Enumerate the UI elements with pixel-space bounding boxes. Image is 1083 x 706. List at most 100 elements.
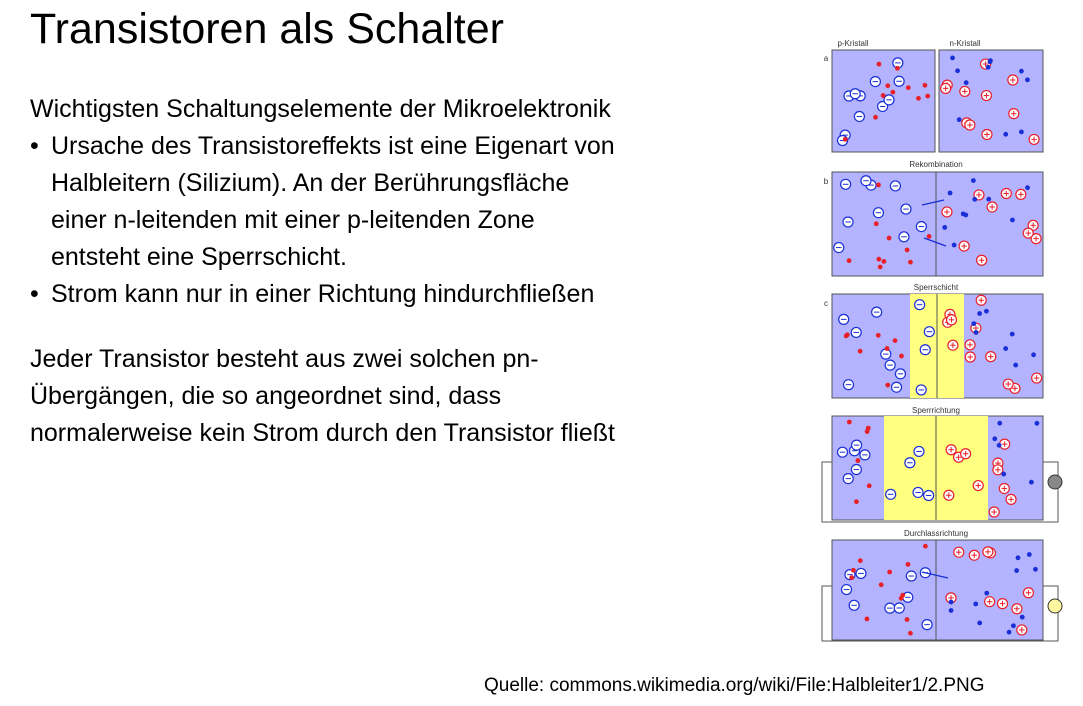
hole-dot-icon: [846, 258, 852, 264]
acceptor-ion-icon: [872, 207, 885, 219]
electron-dot-icon: [971, 178, 976, 183]
hole-dot-icon: [905, 561, 911, 567]
hole-dot-icon: [922, 82, 928, 88]
hole-icon: [984, 596, 996, 608]
slide-body: Wichtigsten Schaltungselemente der Mikro…: [30, 91, 770, 452]
electron-dot-icon: [948, 599, 954, 605]
acceptor-ion-icon: [842, 473, 854, 485]
acceptor-ion-icon: [842, 216, 854, 228]
hole-dot-icon: [864, 616, 870, 622]
acceptor-ion-icon: [893, 75, 905, 87]
acceptor-ion-icon: [833, 241, 845, 254]
label-forward-bias: Durchlassrichtung: [904, 529, 968, 538]
label-p-crystal: p-Kristall: [837, 39, 868, 48]
electron-dot-icon: [1025, 185, 1030, 191]
hole-dot-icon: [904, 247, 910, 253]
acceptor-ion-icon: [871, 306, 883, 318]
hole-dot-icon: [846, 419, 852, 425]
hole-icon: [968, 549, 980, 561]
electron-dot-icon: [947, 190, 953, 196]
acceptor-ion-icon: [840, 583, 853, 596]
hole-dot-icon: [898, 595, 904, 601]
acceptor-ion-icon: [915, 220, 927, 233]
bullet-1-line-3: einer n-leitenden mit einer p-leitenden …: [51, 206, 535, 234]
acceptor-ion-icon: [898, 231, 910, 243]
electron-dot-icon: [985, 64, 991, 70]
hole-dot-icon: [844, 332, 850, 338]
electron-dot-icon: [942, 224, 948, 230]
paragraph-line-3: normalerweise kein Strom durch den Trans…: [30, 419, 615, 447]
acceptor-ion-icon: [884, 359, 896, 371]
acceptor-ion-icon: [842, 379, 855, 391]
electron-dot-icon: [992, 436, 998, 442]
acceptor-ion-icon: [853, 110, 865, 123]
hole-icon: [964, 339, 976, 351]
hole-icon: [1030, 233, 1042, 245]
hole-icon: [1011, 603, 1023, 615]
bullet-item-1: • Ursache des Transistoreffekts ist eine…: [30, 128, 770, 276]
hole-icon: [982, 546, 994, 558]
bullet-mark: •: [30, 132, 39, 160]
hole-dot-icon: [875, 332, 881, 338]
hole-icon: [945, 314, 958, 326]
hole-icon: [998, 482, 1010, 495]
acceptor-ion-icon: [848, 599, 860, 611]
acceptor-ion-icon: [885, 488, 897, 500]
electron-dot-icon: [1011, 623, 1016, 629]
acceptor-ion-icon: [869, 75, 881, 88]
acceptor-ion-icon: [859, 449, 871, 461]
intro-line: Wichtigsten Schaltungselemente der Mikro…: [30, 95, 611, 123]
hole-icon: [975, 294, 987, 306]
panel-letter-c: c: [824, 299, 828, 308]
electron-dot-icon: [971, 321, 977, 327]
hole-icon: [964, 351, 976, 363]
hole-icon: [980, 89, 993, 102]
hole-dot-icon: [877, 264, 883, 270]
hole-icon: [973, 189, 985, 201]
hole-icon: [941, 206, 953, 218]
panel-letter-b: b: [824, 177, 829, 186]
acceptor-ion-icon: [904, 457, 916, 469]
acceptor-ion-icon: [890, 381, 903, 393]
hole-dot-icon: [885, 83, 891, 89]
hole-dot-icon: [876, 61, 882, 67]
electron-dot-icon: [960, 211, 966, 217]
acceptor-ion-icon: [880, 348, 892, 360]
hole-dot-icon: [899, 353, 904, 359]
hole-dot-icon: [876, 256, 882, 262]
electron-dot-icon: [1014, 568, 1020, 573]
hole-dot-icon: [908, 630, 913, 636]
electron-dot-icon: [972, 196, 978, 202]
electron-dot-icon: [951, 242, 957, 248]
electron-dot-icon: [955, 68, 960, 74]
acceptor-ion-icon: [889, 180, 902, 192]
electron-dot-icon: [1025, 77, 1030, 83]
paragraph-line-1: Jeder Transistor besteht aus zwei solche…: [30, 345, 539, 373]
acceptor-ion-icon: [850, 326, 862, 339]
acceptor-ion-icon: [836, 446, 849, 458]
electron-dot-icon: [1009, 331, 1015, 337]
hole-icon: [1028, 133, 1040, 146]
electron-dot-icon: [1019, 129, 1024, 135]
hole-icon: [947, 339, 959, 351]
hole-dot-icon: [884, 346, 890, 351]
hole-icon: [1002, 378, 1014, 390]
acceptor-ion-icon: [850, 463, 863, 476]
acceptor-ion-icon: [923, 489, 935, 502]
hole-icon: [1031, 372, 1043, 384]
acceptor-ion-icon: [914, 299, 926, 311]
hole-icon: [1005, 493, 1017, 505]
acceptor-ion-icon: [860, 175, 872, 187]
hole-dot-icon: [857, 558, 863, 564]
hole-dot-icon: [873, 221, 879, 227]
electron-dot-icon: [1019, 614, 1025, 620]
hole-dot-icon: [885, 382, 891, 388]
bullet-item-2: • Strom kann nur in einer Richtung hindu…: [30, 276, 770, 313]
acceptor-ion-icon: [893, 602, 905, 614]
electron-dot-icon: [1033, 566, 1038, 572]
arrow-icon: [921, 199, 945, 206]
acceptor-ion-icon: [919, 344, 931, 356]
arrow-icon: [923, 237, 947, 247]
hole-icon: [986, 201, 998, 213]
hole-icon: [992, 464, 1004, 476]
